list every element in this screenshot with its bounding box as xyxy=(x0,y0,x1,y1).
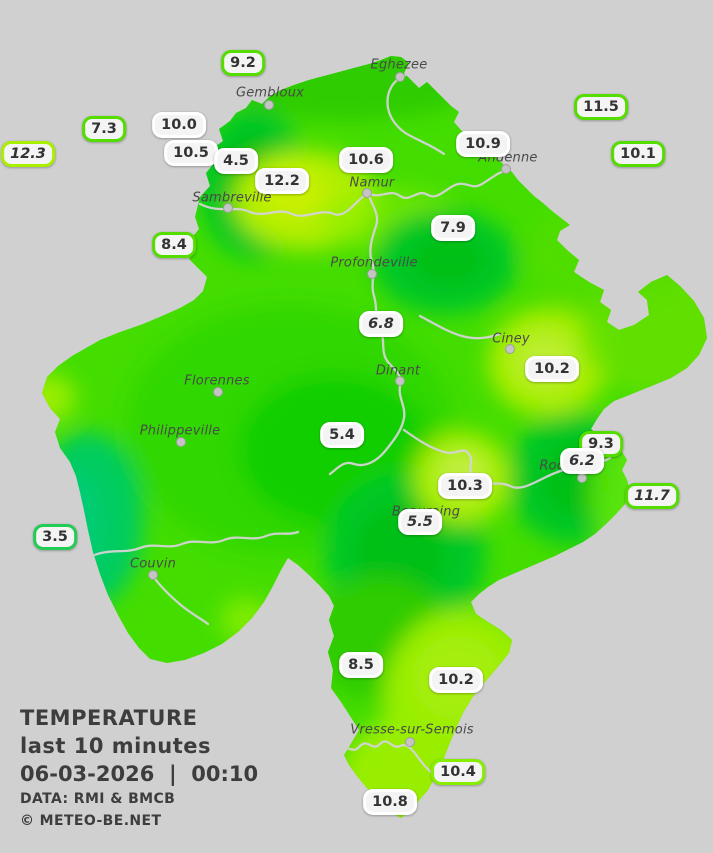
temperature-badge: 7.9 xyxy=(431,214,475,242)
city-dot xyxy=(213,387,223,397)
city-label: Profondeville xyxy=(330,255,418,271)
city-label: Couvin xyxy=(129,556,177,572)
temperature-badge: 12.3 xyxy=(1,140,55,168)
temperature-badge: 7.3 xyxy=(82,115,126,143)
temperature-badge: 11.5 xyxy=(574,93,628,121)
city-label: Philippeville xyxy=(139,423,221,439)
city-label: Eghezee xyxy=(370,57,428,73)
city-dot xyxy=(362,188,372,198)
copyright: © METEO-BE.NET xyxy=(20,813,162,829)
city-dot xyxy=(176,437,186,447)
data-source: DATA: RMI & BMCB xyxy=(20,791,176,807)
temperature-badge: 5.4 xyxy=(320,421,364,449)
temperature-badge: 8.4 xyxy=(152,231,196,259)
temperature-badge: 9.2 xyxy=(221,49,265,77)
city-label: Vresse-sur-Semois xyxy=(350,722,474,738)
map-datetime: 06-03-2026 | 00:10 xyxy=(20,762,259,786)
city-label: Sambreville xyxy=(192,190,272,206)
temperature-badge: 10.0 xyxy=(152,111,206,139)
temperature-badge: 10.3 xyxy=(438,472,492,500)
temperature-badge: 10.8 xyxy=(363,788,417,816)
temperature-badge: 10.5 xyxy=(164,139,218,167)
city-dot xyxy=(395,376,405,386)
temperature-badge: 11.7 xyxy=(625,482,679,510)
city-label: Gembloux xyxy=(235,85,305,101)
temperature-badge: 8.5 xyxy=(339,651,383,679)
city-dot xyxy=(264,100,274,110)
city-dot xyxy=(505,344,515,354)
temperature-badge: 10.6 xyxy=(339,146,393,174)
map-title: TEMPERATURE xyxy=(20,706,198,730)
city-dot xyxy=(405,737,415,747)
city-dot xyxy=(501,164,511,174)
city-dot xyxy=(395,72,405,82)
temperature-badge: 10.1 xyxy=(611,140,665,168)
temperature-badge: 4.5 xyxy=(214,147,258,175)
city-label: Dinant xyxy=(375,363,421,379)
city-dot xyxy=(367,269,377,279)
title-block: TEMPERATURE last 10 minutes 06-03-2026 |… xyxy=(20,704,258,832)
temperature-badge: 6.2 xyxy=(560,447,604,475)
temperature-badge: 6.8 xyxy=(359,310,403,338)
city-label: Namur xyxy=(349,175,395,191)
temperature-badge: 10.2 xyxy=(429,666,483,694)
map-subtitle: last 10 minutes xyxy=(20,734,212,758)
city-label: Ciney xyxy=(492,331,530,347)
city-dot xyxy=(223,203,233,213)
temperature-badge: 12.2 xyxy=(255,167,309,195)
city-dot xyxy=(148,570,158,580)
temperature-badge: 10.4 xyxy=(431,758,485,786)
temperature-badge: 5.5 xyxy=(398,508,442,536)
temperature-badge: 10.2 xyxy=(525,355,579,383)
temperature-badge: 10.9 xyxy=(456,130,510,158)
city-label: Florennes xyxy=(184,373,250,389)
temperature-badge: 3.5 xyxy=(33,523,77,551)
